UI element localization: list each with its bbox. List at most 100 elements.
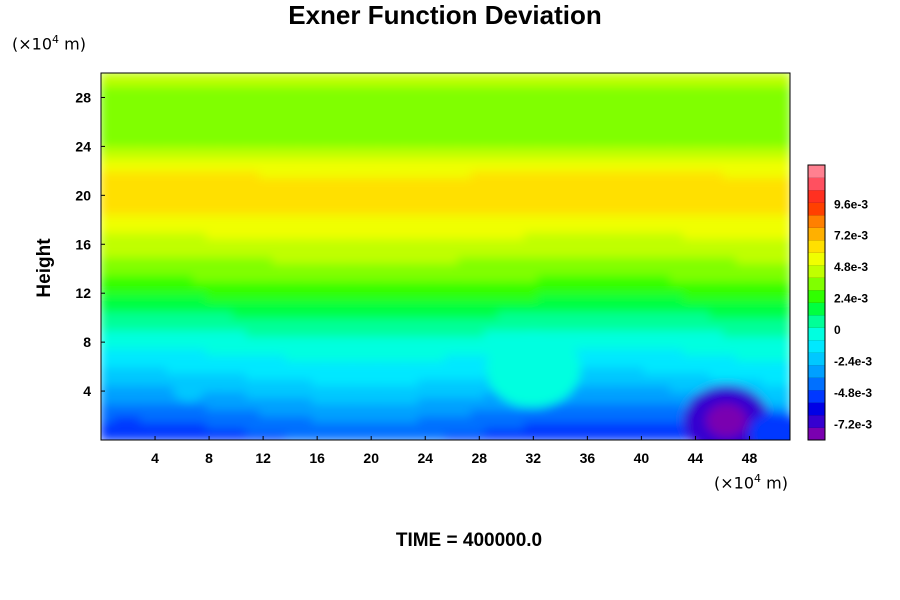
field-cell bbox=[312, 322, 328, 331]
field-cell bbox=[139, 212, 155, 221]
field-cell bbox=[298, 212, 314, 221]
field-cell bbox=[285, 194, 301, 203]
field-cell bbox=[563, 114, 579, 123]
field-cell bbox=[312, 335, 328, 344]
field-cell bbox=[139, 402, 155, 411]
field-cell bbox=[563, 279, 579, 289]
field-cell bbox=[285, 396, 301, 405]
field-cell bbox=[630, 139, 646, 148]
field-cell bbox=[550, 255, 566, 264]
x-tick-label: 44 bbox=[688, 450, 704, 466]
field-cell bbox=[192, 206, 208, 215]
field-cell bbox=[219, 267, 235, 276]
field-cell bbox=[219, 359, 235, 368]
field-cell bbox=[166, 249, 182, 258]
field-cell bbox=[325, 322, 341, 331]
field-cell bbox=[272, 212, 288, 221]
field-cell bbox=[537, 322, 553, 331]
field-cell bbox=[285, 139, 301, 148]
field-cell bbox=[616, 188, 632, 197]
field-cell bbox=[391, 353, 407, 362]
field-cell bbox=[272, 273, 288, 282]
field-cell bbox=[669, 114, 685, 123]
field-cell bbox=[219, 182, 235, 191]
field-cell bbox=[192, 365, 208, 374]
field-cell bbox=[444, 90, 460, 99]
field-cell bbox=[643, 151, 659, 160]
field-cell bbox=[749, 163, 765, 172]
field-cell bbox=[206, 310, 222, 319]
field-cell bbox=[590, 73, 606, 81]
field-cell bbox=[285, 328, 301, 338]
field-cell bbox=[312, 218, 328, 227]
field-cell bbox=[709, 341, 725, 350]
field-cell bbox=[630, 151, 646, 160]
field-cell bbox=[775, 322, 790, 331]
field-cell bbox=[139, 194, 155, 203]
field-cell bbox=[232, 175, 248, 185]
field-cell bbox=[259, 341, 275, 350]
field-cell bbox=[338, 120, 354, 130]
field-cell bbox=[245, 377, 261, 386]
field-cell bbox=[101, 261, 116, 270]
field-cell bbox=[166, 408, 182, 417]
field-cell bbox=[219, 316, 235, 325]
field-cell bbox=[775, 194, 790, 203]
field-cell bbox=[510, 304, 526, 313]
field-cell bbox=[656, 169, 672, 178]
field-cell bbox=[603, 316, 619, 325]
field-cell bbox=[101, 396, 116, 405]
field-cell bbox=[537, 114, 553, 123]
field-cell bbox=[285, 341, 301, 350]
field-cell bbox=[404, 390, 420, 399]
field-cell bbox=[113, 231, 129, 240]
field-cell bbox=[285, 237, 301, 246]
field-cell bbox=[338, 182, 354, 191]
field-cell bbox=[378, 175, 394, 185]
field-cell bbox=[762, 218, 778, 227]
field-cell bbox=[709, 279, 725, 289]
field-cell bbox=[484, 151, 500, 160]
field-cell bbox=[312, 273, 328, 282]
field-cell bbox=[696, 347, 712, 356]
x-tick-label: 20 bbox=[363, 450, 379, 466]
field-cell bbox=[245, 273, 261, 282]
field-cell bbox=[126, 292, 142, 301]
field-cell bbox=[736, 163, 752, 172]
field-cell bbox=[325, 420, 341, 429]
field-cell bbox=[101, 335, 116, 344]
field-cell bbox=[669, 200, 685, 209]
field-cell bbox=[524, 237, 540, 246]
field-cell bbox=[245, 341, 261, 350]
field-cell bbox=[643, 298, 659, 307]
field-cell bbox=[484, 396, 500, 405]
field-cell bbox=[312, 157, 328, 166]
field-cell bbox=[338, 267, 354, 276]
field-cell bbox=[126, 359, 142, 368]
field-cell bbox=[696, 175, 712, 185]
field-cell bbox=[603, 335, 619, 344]
field-cell bbox=[709, 182, 725, 191]
field-cell bbox=[192, 96, 208, 105]
field-cell bbox=[749, 359, 765, 368]
field-cell bbox=[298, 114, 314, 123]
field-cell bbox=[272, 194, 288, 203]
field-cell bbox=[179, 194, 195, 203]
field-cell bbox=[101, 237, 116, 246]
field-cell bbox=[378, 286, 394, 295]
field-cell bbox=[643, 249, 659, 258]
field-cell bbox=[113, 273, 129, 282]
field-cell bbox=[603, 347, 619, 356]
colorbar-swatch bbox=[808, 365, 825, 378]
field-cell bbox=[577, 145, 593, 154]
field-cell bbox=[166, 157, 182, 166]
field-cell bbox=[643, 212, 659, 221]
field-cell bbox=[537, 249, 553, 258]
field-cell bbox=[709, 188, 725, 197]
field-cell bbox=[166, 267, 182, 276]
field-cell bbox=[616, 383, 632, 393]
field-cell bbox=[391, 304, 407, 313]
field-cell bbox=[179, 273, 195, 282]
field-cell bbox=[179, 335, 195, 344]
field-cell bbox=[206, 127, 222, 136]
